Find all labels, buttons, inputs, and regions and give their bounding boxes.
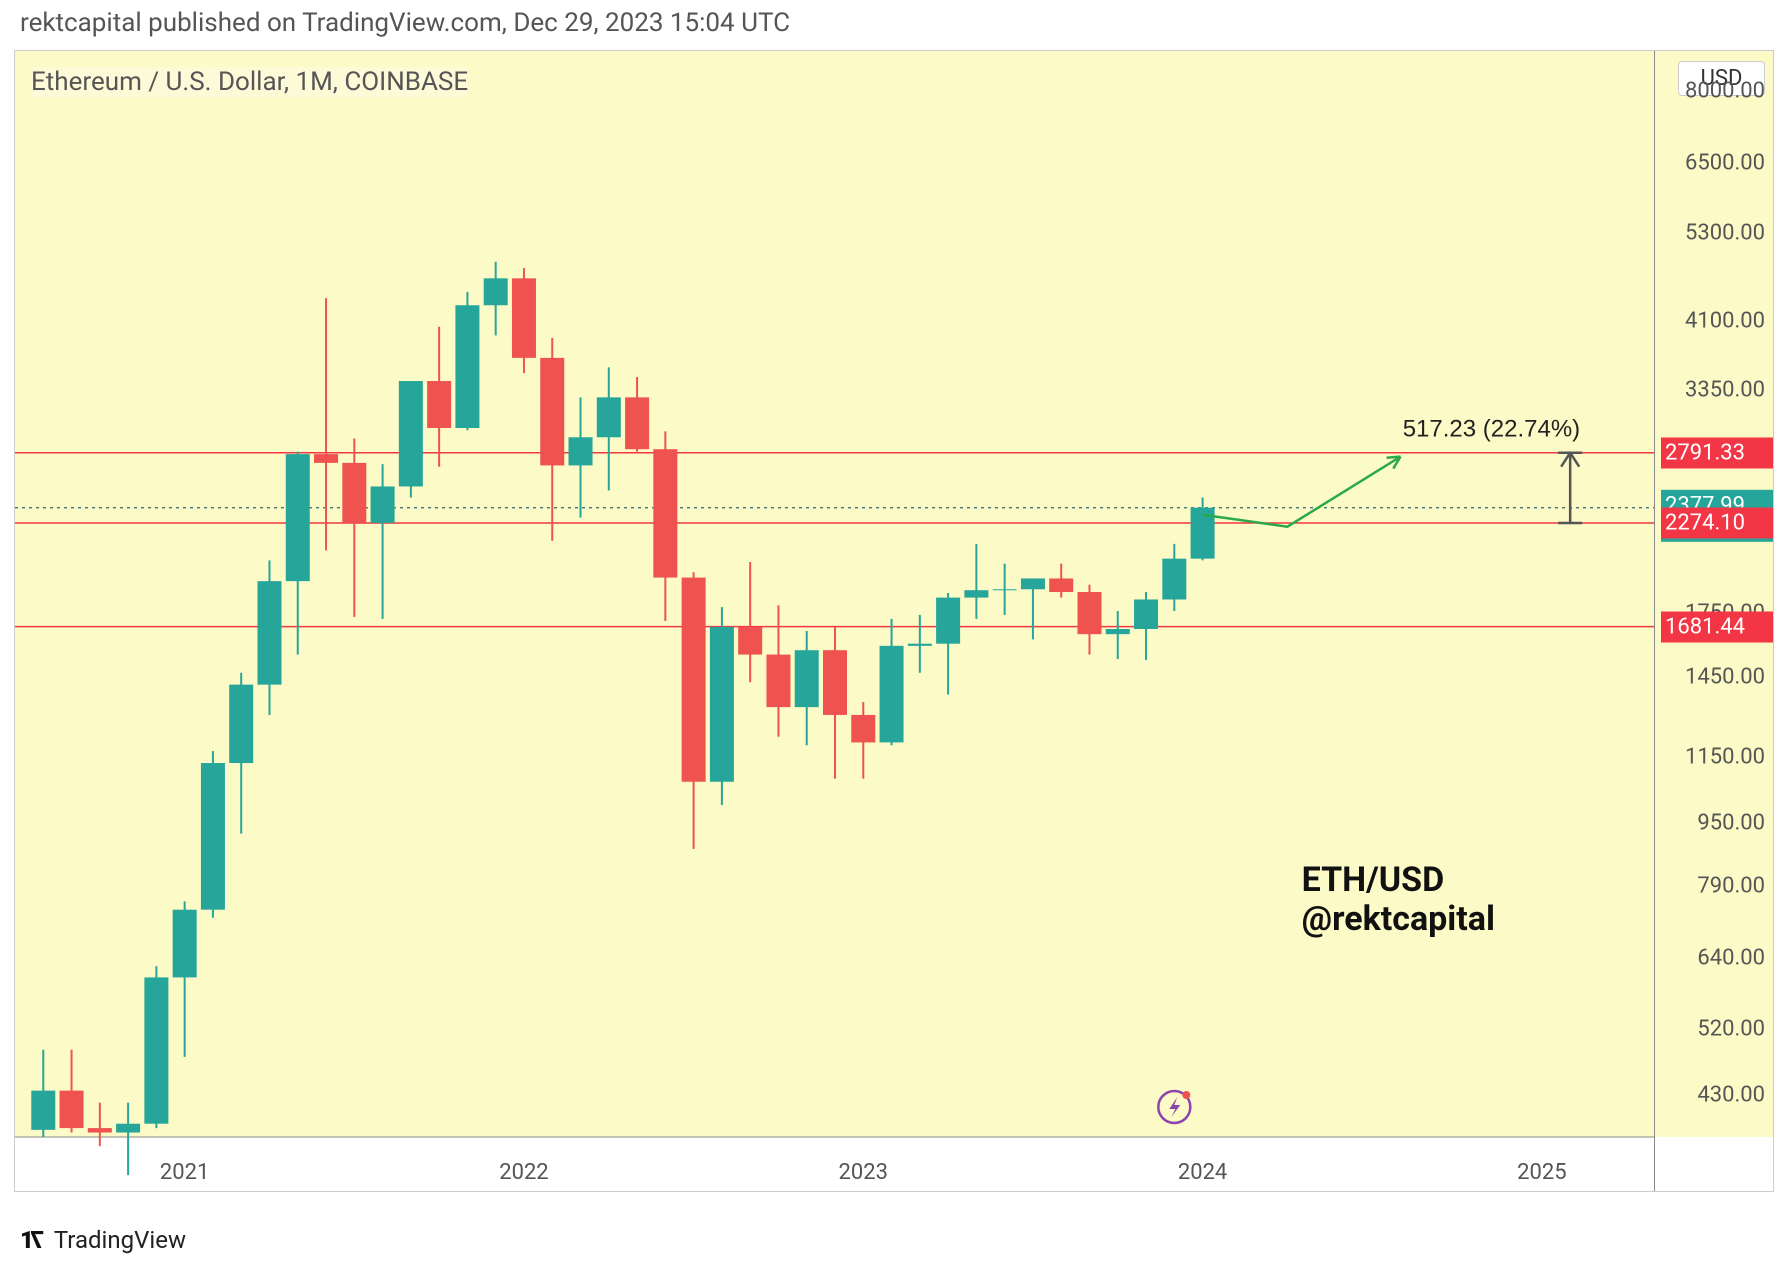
price-tag: 2791.33 (1661, 437, 1773, 468)
price-axis-label: 6500.00 (1685, 150, 1765, 175)
price-tag: 1681.44 (1661, 611, 1773, 642)
chart-container: 517.23 (22.74%) Ethereum / U.S. Dollar, … (14, 50, 1774, 1192)
watermark-handle: @rektcapital (1302, 900, 1495, 939)
time-axis-label: 2021 (160, 1160, 209, 1185)
watermark: ETH/USD @rektcapital (1302, 861, 1495, 939)
chart-title: Ethereum / U.S. Dollar, 1M, COINBASE (31, 67, 468, 97)
price-axis-label: 520.00 (1697, 1017, 1765, 1042)
chart-plot-area[interactable]: 517.23 (22.74%) Ethereum / U.S. Dollar, … (15, 51, 1655, 1191)
footer-brand: 17 TradingView (20, 1226, 186, 1254)
time-axis-label: 2023 (839, 1160, 888, 1185)
tradingview-logo-icon: 17 (20, 1226, 46, 1254)
tradingview-text: TradingView (54, 1226, 186, 1254)
price-axis-label: 8000.00 (1685, 79, 1765, 104)
time-axis-label: 2022 (499, 1160, 548, 1185)
price-axis-label: 1450.00 (1685, 665, 1765, 690)
watermark-pair: ETH/USD (1302, 861, 1495, 900)
chart-svg: 517.23 (22.74%) (15, 51, 1655, 1191)
price-axis-label: 430.00 (1697, 1082, 1765, 1107)
price-axis-label: 640.00 (1697, 946, 1765, 971)
price-axis[interactable]: USD 8000.006500.005300.004100.003350.001… (1654, 51, 1773, 1191)
time-axis-label: 2025 (1517, 1160, 1566, 1185)
time-axis-label: 2024 (1178, 1160, 1227, 1185)
price-axis-label: 3350.00 (1685, 378, 1765, 403)
price-axis-label: 1150.00 (1685, 745, 1765, 770)
price-axis-label: 790.00 (1697, 873, 1765, 898)
price-tag: 2274.10 (1661, 508, 1773, 539)
publish-header: rektcapital published on TradingView.com… (20, 8, 790, 38)
price-axis-label: 5300.00 (1685, 220, 1765, 245)
svg-text:517.23 (22.74%): 517.23 (22.74%) (1403, 416, 1580, 443)
price-axis-label: 950.00 (1697, 810, 1765, 835)
price-axis-label: 4100.00 (1685, 308, 1765, 333)
